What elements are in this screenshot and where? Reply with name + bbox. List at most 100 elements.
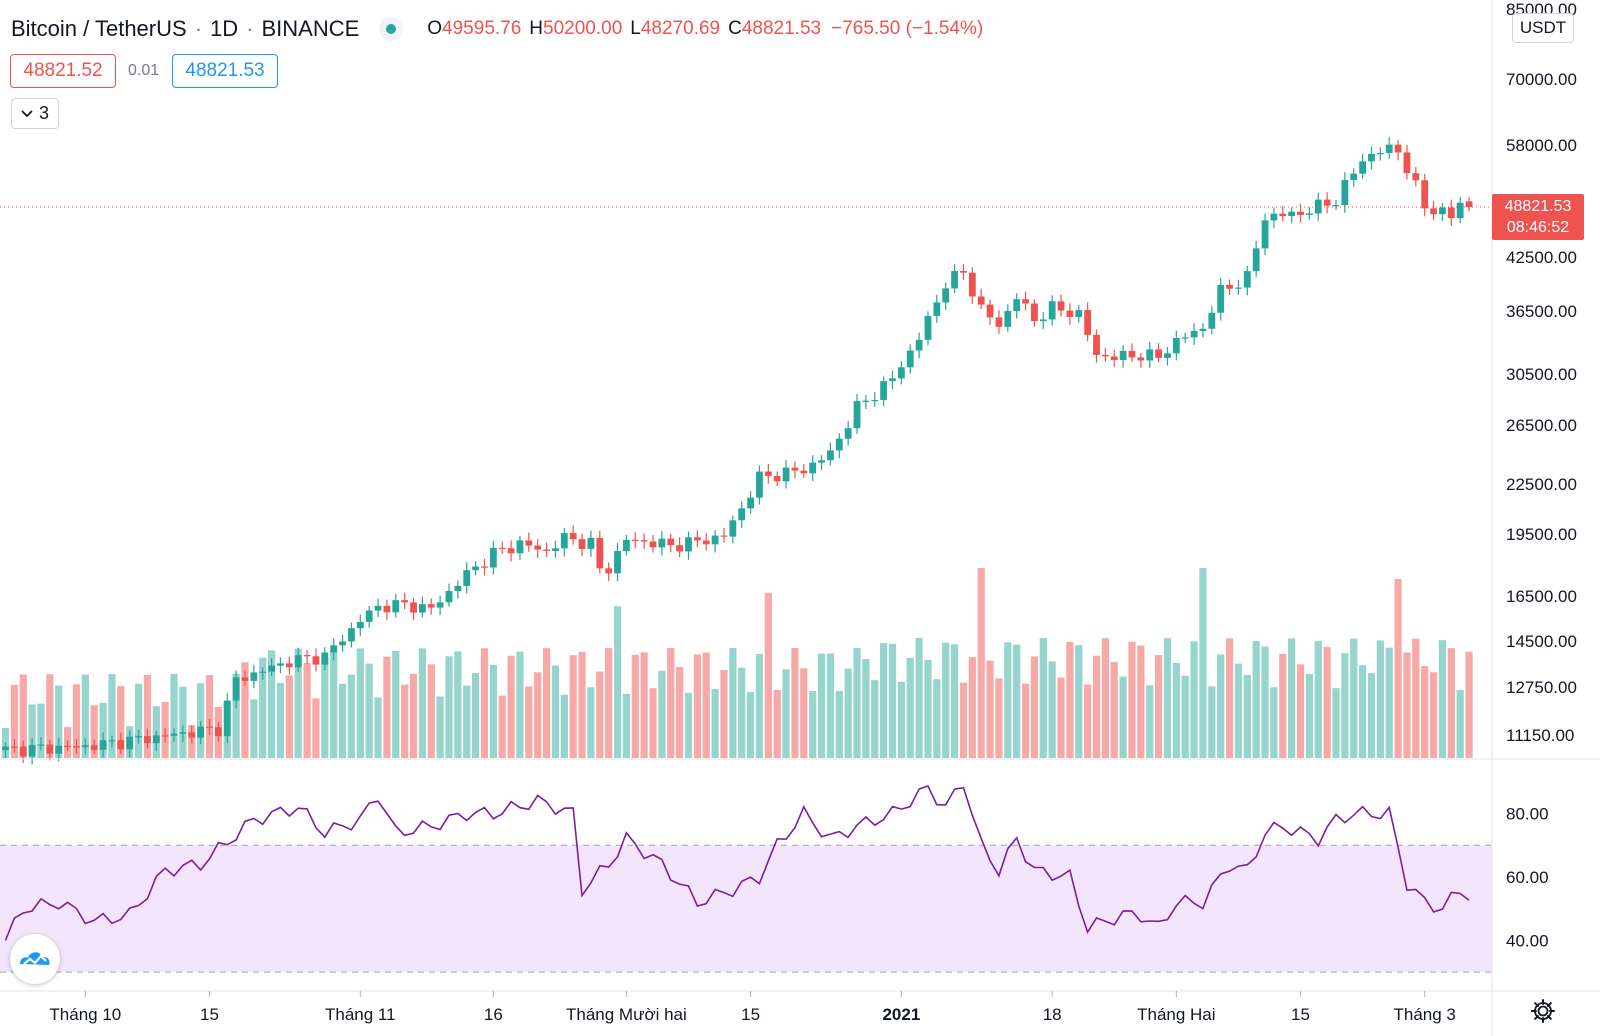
rsi-tick-label: 80.00	[1506, 805, 1549, 824]
volume-bar	[197, 683, 205, 758]
candle-body	[525, 540, 533, 546]
volume-bar	[330, 650, 338, 758]
price-candles	[2, 137, 1473, 765]
volume-bar	[915, 638, 923, 758]
candle-body	[28, 744, 36, 757]
volume-bar	[578, 651, 586, 758]
candle-body	[1252, 248, 1260, 272]
volume-bar	[303, 662, 311, 758]
candle-body	[19, 746, 27, 757]
volume-bar	[374, 697, 382, 758]
volume-bar	[729, 648, 737, 758]
tradingview-logo-icon[interactable]	[10, 934, 60, 984]
candle-body	[897, 367, 905, 379]
volume-bar	[942, 642, 950, 758]
rsi-line	[4, 785, 1470, 941]
price-tick-label: 42500.00	[1506, 248, 1577, 267]
volume-bar	[1190, 641, 1198, 758]
volume-bar	[551, 665, 560, 758]
volume-bar	[764, 593, 772, 758]
volume-bar	[986, 660, 994, 758]
volume-bar	[294, 648, 302, 758]
volume-bar	[436, 696, 444, 758]
symbol-name[interactable]: Bitcoin / TetherUS	[11, 16, 187, 41]
volume-bar	[1172, 662, 1180, 758]
candle-body	[747, 497, 754, 509]
candle-body	[640, 540, 648, 542]
candle-body	[330, 645, 338, 653]
time-tick-label: Tháng 10	[49, 1005, 121, 1024]
volume-bar	[649, 688, 657, 758]
candle-body	[427, 604, 435, 608]
candle-body	[1013, 299, 1021, 311]
volume-bar	[1119, 676, 1127, 758]
candle-body	[1057, 301, 1065, 311]
ohlc-values: O 49595.76 H 50200.00 L 48270.69 C 48821.53 …	[419, 18, 983, 40]
candle-body	[445, 591, 453, 603]
candle-body	[756, 471, 763, 498]
candle-body	[631, 539, 639, 541]
indicators-count: 3	[38, 103, 49, 123]
volume-bar	[232, 673, 240, 758]
volume-bar	[1057, 677, 1065, 758]
volume-bar	[1296, 664, 1305, 758]
candle-body	[711, 535, 719, 545]
candle-body	[1093, 334, 1100, 355]
candle-body	[206, 726, 213, 728]
open-value: 49595.76	[442, 18, 522, 39]
currency-unit-button[interactable]: USDT	[1512, 13, 1574, 43]
volume-bar	[507, 655, 515, 758]
rsi-tick-label: 60.00	[1506, 868, 1549, 887]
market-status-icon[interactable]	[379, 17, 404, 41]
candle-body	[73, 746, 80, 748]
volume-bar	[525, 686, 533, 758]
interval-label[interactable]: 1D	[210, 16, 239, 41]
volume-bar	[933, 679, 941, 758]
volume-bar	[1225, 638, 1234, 758]
candle-body	[108, 740, 116, 742]
volume-bar	[10, 684, 18, 758]
change-value: −765.50 (−1.54%)	[831, 18, 984, 39]
indicators-toggle-button[interactable]: 3	[11, 98, 59, 129]
volume-bar	[418, 648, 426, 758]
volume-bar	[241, 662, 249, 758]
volume-bar	[809, 691, 817, 758]
gear-icon[interactable]	[1530, 998, 1556, 1024]
rsi-band	[0, 845, 1492, 973]
candle-body	[161, 735, 169, 737]
candle-body	[321, 652, 329, 665]
candle-body	[339, 641, 346, 646]
price-tick-label: 12750.00	[1506, 678, 1577, 697]
volume-bar	[1013, 644, 1021, 758]
volume-bar	[143, 674, 152, 758]
candle-body	[1190, 330, 1198, 338]
volume-bar	[1429, 672, 1438, 758]
volume-bar	[356, 648, 364, 758]
buy-price-button[interactable]: 48821.53	[172, 54, 278, 88]
candle-body	[578, 539, 586, 549]
candle-body	[889, 378, 896, 382]
volume-bar	[800, 668, 808, 758]
volume-bar	[46, 674, 54, 758]
volume-bar	[1128, 641, 1136, 758]
volume-bar	[1447, 648, 1455, 758]
volume-bar	[90, 705, 98, 758]
candle-body	[303, 655, 311, 657]
sell-price-button[interactable]: 48821.52	[10, 54, 116, 88]
volume-bar	[498, 695, 506, 758]
volume-bar	[1181, 675, 1189, 758]
volume-bar	[427, 664, 435, 758]
volume-bar	[853, 648, 861, 758]
volume-bar	[676, 666, 684, 758]
candle-body	[1359, 161, 1367, 174]
candle-body	[1084, 310, 1092, 335]
volume-bar	[1101, 638, 1109, 758]
time-tick-label: Tháng 3	[1394, 1005, 1456, 1024]
candle-body	[1031, 303, 1038, 322]
candle-body	[1146, 349, 1154, 361]
candle-body	[1217, 284, 1225, 313]
candle-body	[552, 548, 559, 551]
volume-bar	[1084, 684, 1092, 758]
candle-body	[1439, 207, 1446, 215]
